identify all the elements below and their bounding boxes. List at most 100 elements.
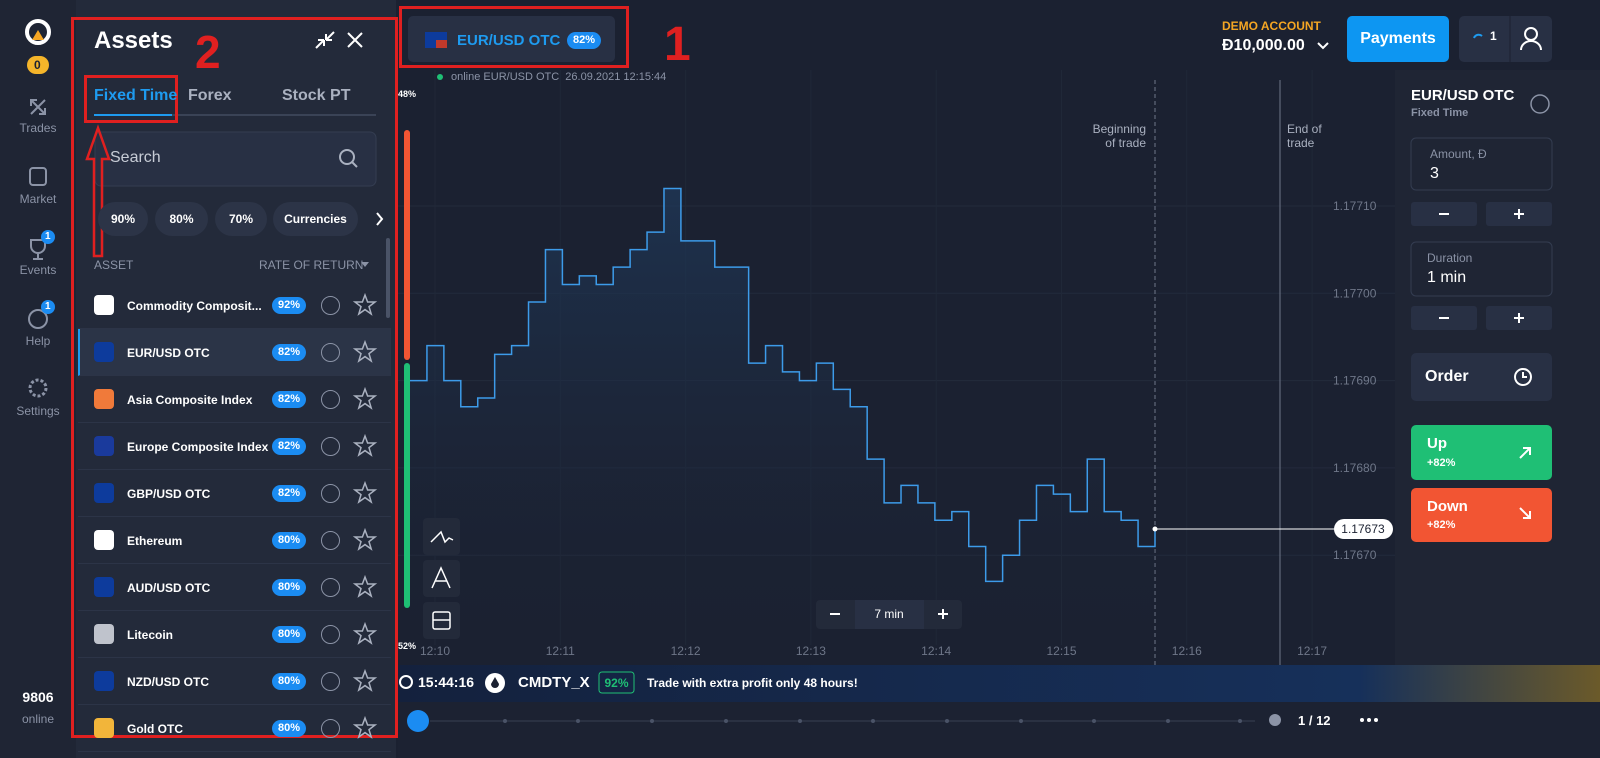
more-icon[interactable] [1360,718,1378,722]
filter-chip[interactable] [98,202,148,236]
asset-row[interactable] [78,564,391,611]
tool-drawing[interactable] [423,560,460,597]
info-icon[interactable] [321,531,340,550]
asset-rate: 80% [277,581,301,593]
sidebar-label[interactable]: Market [19,192,57,206]
star-icon[interactable] [352,480,378,504]
help-icon[interactable] [28,309,48,329]
star-icon[interactable] [352,621,378,645]
filters-next[interactable] [376,212,384,226]
user-body[interactable] [1520,40,1542,51]
star-icon[interactable] [352,386,378,410]
star-icon[interactable] [352,292,378,316]
status-line: online EUR/USD OTC 26.09.2021 12:15:44 [451,71,667,83]
settings-icon[interactable] [28,378,48,398]
asset-icon [94,295,114,315]
asset-row[interactable] [78,423,391,470]
current-price-label: 1.17673 [1341,522,1385,536]
info-icon[interactable] [321,719,340,738]
sort-icon[interactable] [361,262,369,267]
info-icon[interactable] [321,578,340,597]
sidebar-label[interactable]: Trades [19,121,57,135]
close-icon[interactable] [347,32,363,48]
begin-marker-label: of trade [1105,136,1146,150]
asset-name: Gold OTC [127,722,183,736]
amount-value[interactable]: 3 [1430,165,1439,182]
account-chevron[interactable] [1317,42,1329,50]
order-label[interactable]: Order [1425,368,1469,385]
help-badge-bg [41,300,55,314]
collapse-icon[interactable] [315,31,335,49]
filter-chip[interactable] [155,202,208,236]
price-line [410,187,1156,583]
area [410,188,1155,666]
asset-row[interactable] [78,658,391,705]
asset-name[interactable]: EUR/USD OTC [457,32,561,49]
order-button[interactable] [1411,353,1552,401]
online-count: 9806 [22,689,54,705]
info-icon[interactable] [321,672,340,691]
asset-row[interactable] [78,329,391,376]
asset-rate: 82% [572,34,596,46]
ticker-bar [398,665,1600,702]
star-icon[interactable] [352,574,378,598]
star [352,715,378,739]
rate-pill [272,344,306,361]
sidebar-badge: 1 [45,231,51,242]
tool-indicators[interactable] [423,518,460,555]
sidebar-label[interactable]: Help [25,334,51,348]
info-icon[interactable] [321,390,340,409]
tab[interactable]: Fixed Time [94,87,178,104]
amount-label: Amount, Đ [1430,147,1487,161]
star [352,527,378,551]
asset-row[interactable] [78,376,391,423]
down-button[interactable] [1411,488,1552,542]
filter-chip[interactable] [215,202,267,236]
asset-row[interactable] [78,282,391,329]
trades-icon[interactable] [30,99,46,115]
pager-start[interactable] [407,710,429,732]
asset-button[interactable] [408,16,615,62]
balance[interactable]: Đ10,000.00 [1222,37,1305,54]
star-icon[interactable] [352,668,378,692]
payments-button[interactable] [1347,16,1449,62]
events-icon[interactable] [30,239,46,260]
down-label[interactable]: Down [1427,498,1468,515]
duration-box[interactable] [1410,241,1553,297]
info-icon[interactable] [321,625,340,644]
amount-box[interactable] [1410,137,1553,191]
info-icon[interactable] [1530,94,1550,114]
market-icon[interactable] [29,167,47,186]
tab[interactable]: Forex [188,87,232,104]
star-icon[interactable] [352,715,378,739]
rate-pill [567,32,601,49]
asset-row[interactable] [78,517,391,564]
star-icon[interactable] [352,433,378,457]
sidebar-label[interactable]: Settings [16,404,60,418]
logo-badge-bg [27,56,49,74]
star-icon[interactable] [352,527,378,551]
star-icon[interactable] [352,339,378,363]
sentiment-bottom: 52% [398,641,416,651]
asset-row[interactable] [78,705,391,752]
timeframe-signs[interactable] [830,609,948,619]
timeframe-label: 7 min [874,607,903,621]
info-icon[interactable] [321,343,340,362]
payments-label[interactable]: Payments [1360,30,1436,47]
asset-rate: 82% [277,346,301,358]
asset-name: NZD/USD OTC [127,675,209,689]
up-button[interactable] [1411,425,1552,480]
info-icon[interactable] [321,296,340,315]
asset-row[interactable] [78,611,391,658]
up-label[interactable]: Up [1427,435,1447,452]
column-header: ASSET [94,258,134,272]
trades-user-button[interactable] [1459,16,1552,62]
asset-row[interactable] [78,470,391,517]
tab[interactable]: Stock PT [282,87,351,104]
info-icon[interactable] [321,484,340,503]
filter-chip[interactable] [273,202,358,236]
duration-value[interactable]: 1 min [1427,269,1467,286]
info-icon[interactable] [321,437,340,456]
sidebar-label[interactable]: Events [19,263,57,277]
sentiment-top-bar [404,130,410,360]
